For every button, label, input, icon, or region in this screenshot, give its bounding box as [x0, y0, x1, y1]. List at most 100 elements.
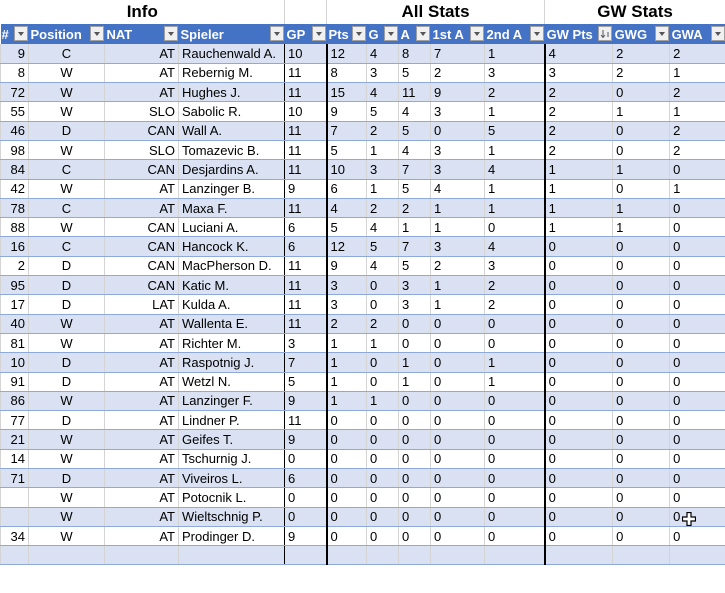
cell[interactable]: Hancock K.: [177, 236, 286, 257]
cell[interactable]: 0: [398, 314, 432, 334]
cell[interactable]: 0: [430, 507, 486, 527]
cell[interactable]: 0: [612, 429, 671, 450]
cell[interactable]: Wallenta E.: [177, 314, 286, 334]
cell[interactable]: 1: [430, 198, 486, 219]
filter-dropdown-icon[interactable]: [351, 26, 366, 41]
cell[interactable]: AT: [104, 44, 179, 64]
cell[interactable]: D: [28, 294, 105, 315]
cell[interactable]: 2: [612, 44, 671, 64]
cell[interactable]: 3: [484, 63, 546, 84]
column-header[interactable]: GWG: [612, 24, 670, 44]
cell[interactable]: C: [28, 44, 105, 64]
cell[interactable]: 0: [484, 507, 546, 527]
cell[interactable]: 0: [484, 468, 546, 489]
cell[interactable]: 1: [366, 333, 400, 354]
cell[interactable]: 11: [284, 140, 328, 161]
cell[interactable]: 5: [326, 217, 368, 238]
cell[interactable]: 2: [366, 314, 400, 334]
cell[interactable]: 4: [398, 140, 432, 161]
cell[interactable]: 0: [484, 333, 546, 354]
cell[interactable]: 0: [430, 487, 486, 508]
cell[interactable]: 5: [326, 140, 368, 161]
cell[interactable]: CAN: [104, 256, 179, 277]
cell[interactable]: [484, 545, 546, 566]
cell[interactable]: 3: [430, 159, 486, 180]
cell[interactable]: 4: [366, 82, 400, 103]
cell[interactable]: 2: [366, 198, 400, 219]
cell[interactable]: 1: [484, 198, 546, 219]
cell[interactable]: 1: [326, 333, 368, 354]
cell[interactable]: 0: [669, 236, 725, 257]
cell[interactable]: 55: [0, 101, 29, 122]
cell[interactable]: 0: [326, 507, 368, 527]
cell[interactable]: 11: [284, 82, 328, 103]
cell[interactable]: 0: [398, 526, 432, 547]
cell[interactable]: 7: [430, 44, 486, 64]
cell[interactable]: 3: [430, 101, 486, 122]
cell[interactable]: 0: [612, 236, 671, 257]
cell[interactable]: 2: [430, 256, 486, 277]
cell[interactable]: 1: [430, 294, 486, 315]
cell[interactable]: 0: [366, 507, 400, 527]
cell[interactable]: 0: [612, 507, 671, 527]
cell[interactable]: 0: [544, 256, 614, 277]
cell[interactable]: 1: [669, 179, 725, 199]
cell[interactable]: 9: [430, 82, 486, 103]
cell[interactable]: Hughes J.: [177, 82, 286, 103]
cell[interactable]: 2: [612, 63, 671, 84]
cell[interactable]: 0: [398, 410, 432, 431]
column-header[interactable]: GWA: [669, 24, 725, 44]
cell[interactable]: 16: [0, 236, 29, 257]
cell[interactable]: AT: [104, 429, 179, 450]
cell[interactable]: 1: [366, 140, 400, 161]
cell[interactable]: 0: [669, 507, 725, 527]
cell[interactable]: 15: [326, 82, 368, 103]
cell[interactable]: 3: [398, 275, 432, 296]
cell[interactable]: 1: [544, 198, 614, 219]
cell[interactable]: 0: [430, 372, 486, 392]
filter-dropdown-icon[interactable]: [415, 26, 430, 41]
cell[interactable]: 0: [669, 410, 725, 431]
cell[interactable]: 0: [366, 487, 400, 508]
cell[interactable]: 0: [612, 449, 671, 470]
cell[interactable]: 6: [284, 217, 328, 238]
cell[interactable]: 3: [284, 333, 328, 354]
cell[interactable]: 42: [0, 179, 29, 199]
cell[interactable]: 14: [0, 449, 29, 470]
cell[interactable]: [430, 545, 486, 566]
cell[interactable]: 2: [669, 121, 725, 141]
cell[interactable]: 6: [326, 179, 368, 199]
cell[interactable]: [104, 545, 179, 566]
cell[interactable]: 5: [366, 101, 400, 122]
cell[interactable]: 0: [612, 487, 671, 508]
column-header[interactable]: Position: [28, 24, 105, 44]
cell[interactable]: W: [28, 217, 105, 238]
cell[interactable]: [612, 545, 671, 566]
cell[interactable]: 2: [484, 294, 546, 315]
cell[interactable]: 1: [484, 179, 546, 199]
cell[interactable]: 2: [326, 314, 368, 334]
cell[interactable]: 86: [0, 391, 29, 412]
filter-dropdown-icon[interactable]: [383, 26, 398, 41]
cell[interactable]: 0: [366, 429, 400, 450]
cell[interactable]: 0: [544, 429, 614, 450]
cell[interactable]: 0: [612, 275, 671, 296]
cell[interactable]: 0: [669, 314, 725, 334]
cell[interactable]: 0: [366, 294, 400, 315]
cell[interactable]: 8: [326, 63, 368, 84]
cell[interactable]: Maxa F.: [177, 198, 286, 219]
cell[interactable]: 0: [366, 410, 400, 431]
cell[interactable]: 0: [612, 391, 671, 412]
cell[interactable]: CAN: [104, 159, 179, 180]
cell[interactable]: 0: [366, 372, 400, 392]
cell[interactable]: 5: [484, 121, 546, 141]
cell[interactable]: 0: [366, 275, 400, 296]
cell[interactable]: 10: [326, 159, 368, 180]
column-header[interactable]: GW Pts: [544, 24, 613, 44]
cell[interactable]: 3: [326, 294, 368, 315]
cell[interactable]: 2: [0, 256, 29, 277]
cell[interactable]: AT: [104, 372, 179, 392]
cell[interactable]: 0: [430, 352, 486, 373]
cell[interactable]: 4: [544, 44, 614, 64]
cell[interactable]: 0: [669, 526, 725, 547]
